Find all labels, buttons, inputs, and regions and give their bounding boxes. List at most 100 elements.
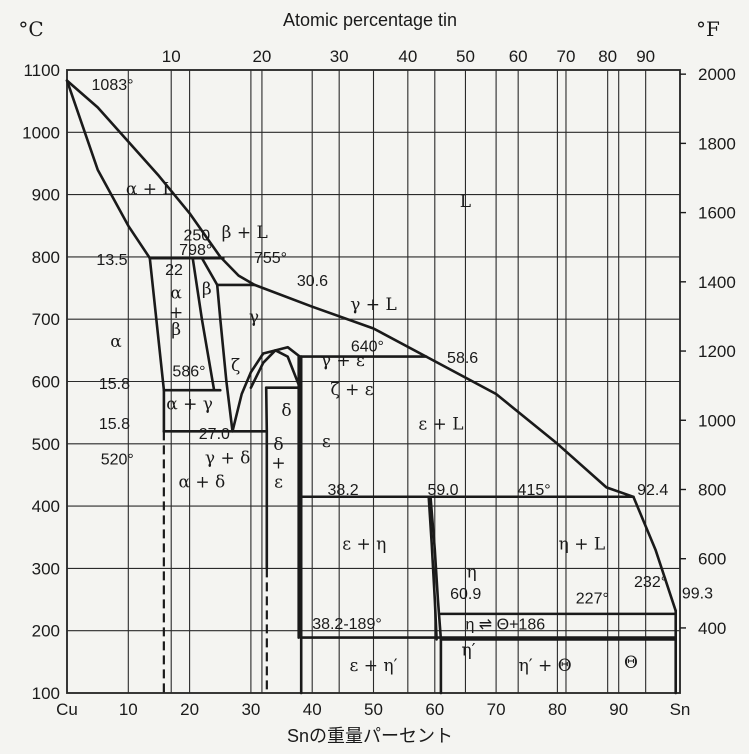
x-tick-label: Sn [670, 700, 691, 719]
right-tick-label: 1000 [698, 411, 736, 430]
value-annotation: 640° [351, 339, 384, 356]
phase-label: α + L [126, 180, 174, 200]
x-tick-label: 20 [180, 700, 199, 719]
x-tick-label: 90 [609, 700, 628, 719]
value-annotation: 13.5 [96, 252, 127, 269]
phase-label: η′ + Θ [519, 656, 572, 676]
phase-label: β [171, 320, 181, 340]
phase-label: η′ [461, 641, 475, 661]
x-tick-label: 80 [548, 700, 567, 719]
phase-label: ε + L [418, 414, 463, 434]
y-tick-label: 100 [32, 684, 60, 703]
value-annotation: 59.0 [427, 482, 458, 499]
phase-label: ε + η′ [350, 656, 398, 676]
right-tick-label: 1600 [698, 204, 736, 223]
value-annotation: 1083° [92, 77, 134, 94]
top-tick-label: 10 [162, 47, 181, 66]
value-annotation: 250 [183, 228, 210, 245]
value-annotation: 232° [634, 574, 667, 591]
boundary-eta-left [427, 495, 438, 641]
phase-label: β [202, 279, 212, 299]
phase-label: α [110, 332, 122, 352]
left-axis-unit: °C [18, 17, 43, 41]
x-tick-label: 10 [119, 700, 138, 719]
value-annotation: 22 [165, 262, 183, 279]
boundary-beta-left [191, 256, 216, 392]
boundary-liquidus [65, 79, 677, 613]
right-tick-label: 1200 [698, 342, 736, 361]
phase-label: ζ [231, 356, 240, 376]
value-annotation: 38.2 [328, 482, 359, 499]
phase-label: ζ + ε [331, 380, 374, 400]
right-tick-label: 1400 [698, 273, 736, 292]
phase-label: L [460, 192, 471, 212]
y-tick-label: 500 [32, 435, 60, 454]
value-annotation: 586° [172, 364, 205, 381]
value-annotation: 30.6 [297, 273, 328, 290]
x-tick-label: 70 [487, 700, 506, 719]
x-tick-label: 40 [303, 700, 322, 719]
phase-label: γ [249, 307, 259, 327]
phase-label: Θ [624, 653, 638, 673]
y-tick-label: 800 [32, 248, 60, 267]
y-tick-label: 300 [32, 559, 60, 578]
boundary-beta-right [200, 256, 234, 433]
y-tick-label: 600 [32, 373, 60, 392]
bottom-axis-title: Snの重量パーセント [287, 726, 453, 746]
phase-label: γ + L [350, 295, 397, 315]
boundary-alpha-solvus [148, 256, 166, 433]
right-axis-unit: °F [696, 17, 720, 41]
y-tick-label: 200 [32, 622, 60, 641]
phase-label: α + δ [178, 472, 225, 492]
x-tick-label: Cu [56, 700, 78, 719]
x-tick-label: 50 [364, 700, 383, 719]
right-tick-label: 800 [698, 480, 726, 499]
x-tick-label: 60 [425, 700, 444, 719]
phase-label: δ [281, 401, 291, 421]
y-tick-label: 1000 [22, 123, 60, 142]
phase-label: β + L [222, 223, 268, 243]
phase-label: + [169, 303, 183, 323]
value-annotation: 520° [101, 451, 134, 468]
top-tick-label: 70 [557, 47, 576, 66]
right-tick-label: 1800 [698, 134, 736, 153]
phase-label: γ + ε [321, 351, 365, 371]
value-annotation: 92.4 [637, 482, 668, 499]
value-annotation: 38.2-189° [312, 616, 382, 633]
boundary-delta-phase [264, 386, 269, 570]
top-tick-label: 40 [398, 47, 417, 66]
phase-label: γ + δ [205, 449, 250, 469]
boundary-gamma-right [231, 345, 302, 433]
phase-label: + [271, 454, 285, 474]
y-tick-label: 700 [32, 310, 60, 329]
phase-label: α [170, 284, 182, 304]
right-tick-label: 2000 [698, 65, 736, 84]
value-annotation: η ⇌ Θ+186 [465, 616, 545, 633]
y-tick-label: 1100 [23, 61, 60, 80]
boundary-eta-right [429, 495, 443, 695]
value-annotation: 15.8 [99, 416, 130, 433]
top-tick-label: 30 [330, 47, 349, 66]
y-tick-label: 900 [32, 186, 60, 205]
value-annotation: 415° [518, 482, 551, 499]
phase-label: ε + η [342, 535, 386, 555]
value-annotation: 60.9 [450, 586, 481, 603]
right-tick-label: 400 [698, 619, 726, 638]
right-tick-label: 600 [698, 550, 726, 569]
phase-label: η + L [559, 535, 606, 555]
phase-label: ε [322, 432, 331, 452]
top-tick-label: 90 [636, 47, 655, 66]
phase-label: α + γ [166, 395, 213, 415]
top-tick-label: 80 [598, 47, 617, 66]
top-axis-title: Atomic percentage tin [283, 10, 457, 30]
value-annotation: 15.8 [99, 376, 130, 393]
phase-label: η [466, 563, 476, 583]
boundary-zeta-dome [249, 349, 302, 389]
value-annotation: 99.3 [682, 585, 713, 602]
value-annotation: 27.0 [199, 426, 230, 443]
value-annotation: 755° [254, 250, 287, 267]
phase-label: ε [274, 472, 283, 492]
